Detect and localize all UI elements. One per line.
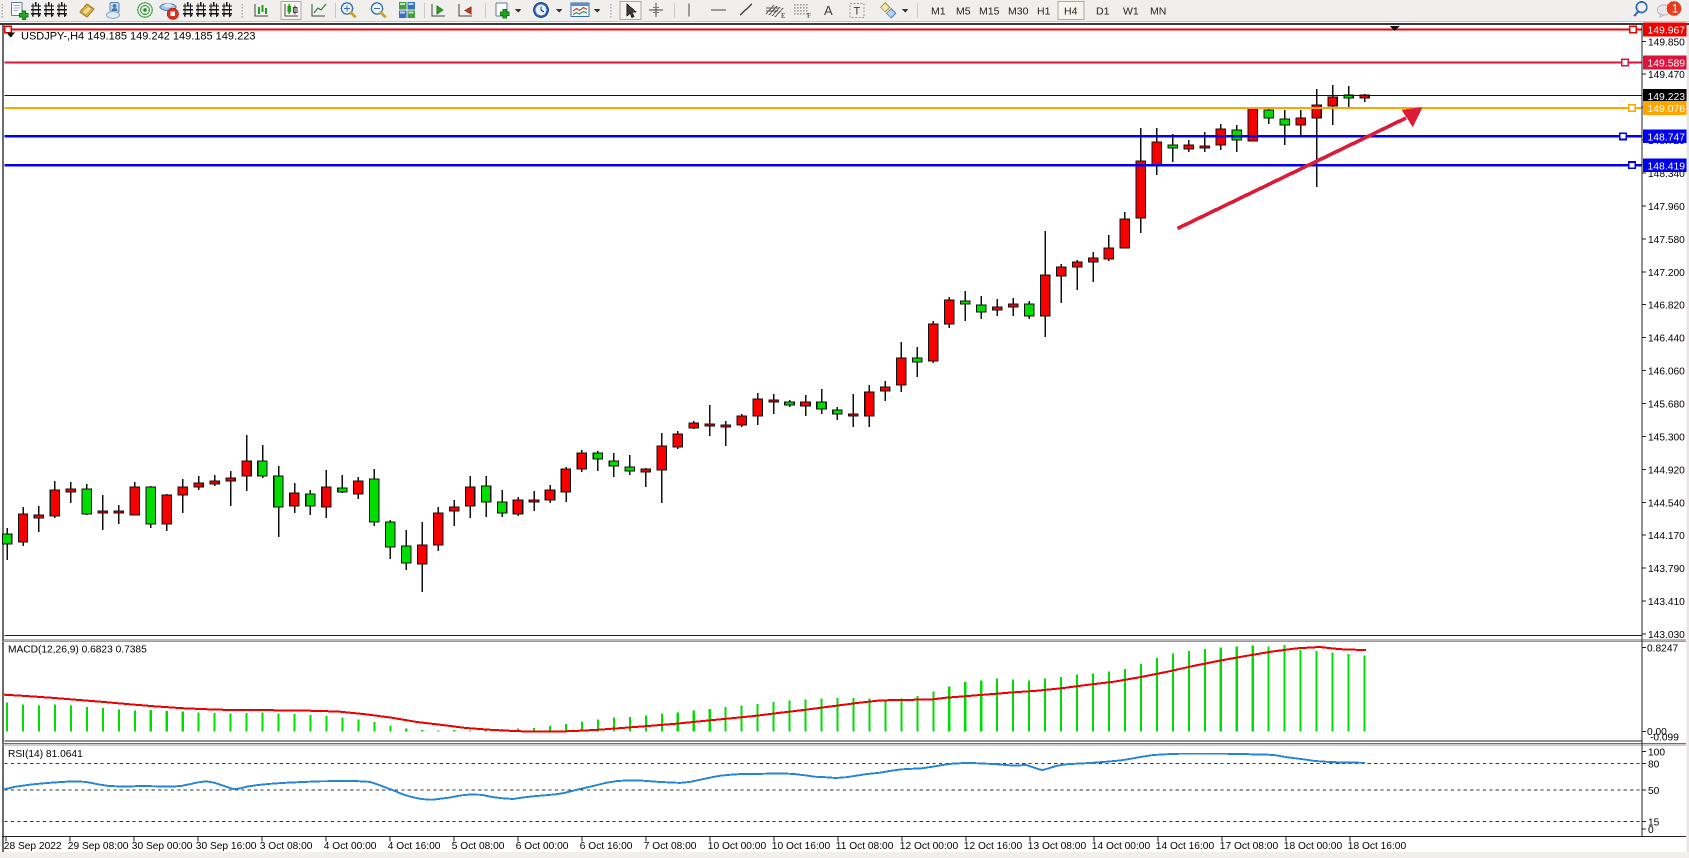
- svg-text:10 Oct 00:00: 10 Oct 00:00: [708, 841, 767, 852]
- svg-text:M5: M5: [956, 6, 971, 18]
- svg-text:146.440: 146.440: [1648, 334, 1685, 345]
- svg-text:F: F: [807, 12, 811, 20]
- svg-text:143.790: 143.790: [1648, 564, 1685, 575]
- svg-text:145.300: 145.300: [1648, 432, 1685, 443]
- svg-text:7 Oct 08:00: 7 Oct 08:00: [644, 841, 697, 852]
- svg-text:USDJPY-,H4 149.185 149.242 14: USDJPY-,H4 149.185 149.242 149.185 149.2…: [21, 31, 255, 43]
- svg-text:147.580: 147.580: [1648, 235, 1685, 246]
- svg-text:10 Oct 16:00: 10 Oct 16:00: [772, 841, 831, 852]
- svg-text:M15: M15: [979, 6, 1000, 18]
- svg-text:14 Oct 16:00: 14 Oct 16:00: [1156, 841, 1215, 852]
- svg-text:143.030: 143.030: [1648, 630, 1685, 641]
- svg-text:14 Oct 00:00: 14 Oct 00:00: [1092, 841, 1151, 852]
- svg-text:149.850: 149.850: [1648, 37, 1685, 48]
- svg-text:-0.099: -0.099: [1650, 733, 1679, 744]
- svg-text:M30: M30: [1008, 6, 1029, 18]
- svg-text:4 Oct 00:00: 4 Oct 00:00: [324, 841, 377, 852]
- svg-text:18 Oct 16:00: 18 Oct 16:00: [1348, 841, 1407, 852]
- svg-text:A: A: [824, 3, 833, 18]
- svg-text:29 Sep 08:00: 29 Sep 08:00: [68, 841, 129, 852]
- svg-text:0.00: 0.00: [1647, 727, 1667, 738]
- svg-text:MN: MN: [1150, 6, 1166, 18]
- svg-text:1: 1: [1672, 4, 1678, 16]
- svg-text:148.419: 148.419: [1648, 161, 1686, 172]
- svg-text:T: T: [854, 6, 861, 18]
- svg-text:100: 100: [1648, 748, 1665, 759]
- svg-text:H1: H1: [1037, 6, 1051, 18]
- svg-text:M1: M1: [931, 6, 946, 18]
- svg-text:30 Sep 00:00: 30 Sep 00:00: [132, 841, 193, 852]
- svg-text:W1: W1: [1123, 6, 1139, 18]
- svg-text:146.060: 146.060: [1648, 367, 1685, 378]
- svg-text:149.589: 149.589: [1648, 59, 1686, 70]
- svg-text:143.410: 143.410: [1648, 597, 1685, 608]
- svg-text:146.820: 146.820: [1648, 301, 1685, 312]
- svg-text:148.747: 148.747: [1648, 133, 1686, 144]
- svg-text:28 Sep 2022: 28 Sep 2022: [4, 841, 62, 852]
- svg-text:13 Oct 08:00: 13 Oct 08:00: [1028, 841, 1087, 852]
- svg-text:145.680: 145.680: [1648, 400, 1685, 411]
- svg-text:80: 80: [1648, 760, 1660, 771]
- svg-text:149.470: 149.470: [1648, 70, 1685, 81]
- svg-text:147.960: 147.960: [1648, 202, 1685, 213]
- svg-text:RSI(14) 81.0641: RSI(14) 81.0641: [8, 749, 83, 760]
- svg-text:18 Oct 00:00: 18 Oct 00:00: [1284, 841, 1343, 852]
- svg-text:11 Oct 08:00: 11 Oct 08:00: [836, 841, 894, 852]
- svg-text:148.340: 148.340: [1648, 169, 1685, 180]
- svg-text:0.8247: 0.8247: [1647, 644, 1678, 655]
- svg-text:5 Oct 08:00: 5 Oct 08:00: [452, 841, 505, 852]
- svg-text:6 Oct 00:00: 6 Oct 00:00: [516, 841, 569, 852]
- svg-text:15: 15: [1648, 817, 1660, 828]
- svg-text:E: E: [781, 12, 785, 20]
- svg-text:6 Oct 16:00: 6 Oct 16:00: [580, 841, 633, 852]
- svg-text:12 Oct 00:00: 12 Oct 00:00: [900, 841, 959, 852]
- svg-text:50: 50: [1648, 786, 1660, 797]
- svg-text:12 Oct 16:00: 12 Oct 16:00: [964, 841, 1023, 852]
- svg-text:D1: D1: [1096, 6, 1110, 18]
- svg-text:17 Oct 08:00: 17 Oct 08:00: [1220, 841, 1279, 852]
- svg-text:MACD(12,26,9) 0.6823 0.7385: MACD(12,26,9) 0.6823 0.7385: [8, 645, 147, 656]
- svg-text:H4: H4: [1064, 6, 1078, 18]
- svg-text:3 Oct 08:00: 3 Oct 08:00: [260, 841, 313, 852]
- svg-text:144.540: 144.540: [1648, 498, 1685, 509]
- svg-text:144.920: 144.920: [1648, 465, 1685, 476]
- svg-text:0: 0: [1648, 825, 1654, 836]
- svg-text:149.223: 149.223: [1648, 92, 1686, 103]
- svg-text:149.076: 149.076: [1648, 104, 1686, 115]
- svg-text:30 Sep 16:00: 30 Sep 16:00: [196, 841, 257, 852]
- svg-text:4 Oct 16:00: 4 Oct 16:00: [388, 841, 441, 852]
- svg-text:149.967: 149.967: [1648, 26, 1686, 37]
- svg-text:147.200: 147.200: [1648, 268, 1685, 279]
- svg-text:144.170: 144.170: [1648, 531, 1685, 542]
